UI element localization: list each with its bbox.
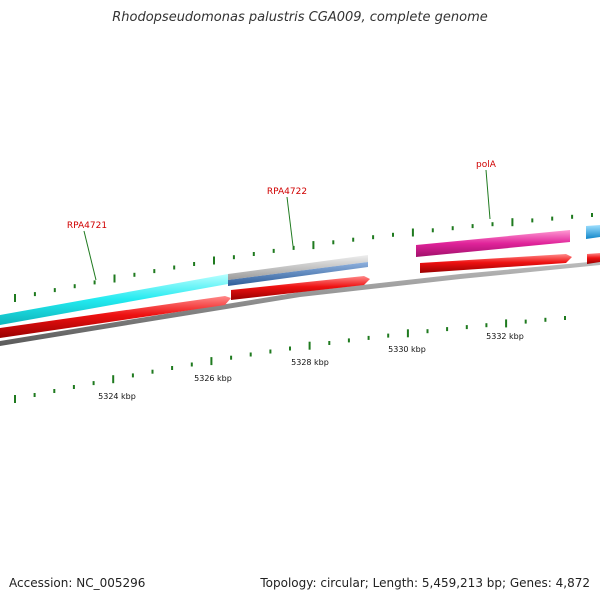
magenta-feature <box>416 230 570 257</box>
accession-label: Accession: NC_005296 <box>9 576 146 590</box>
inner-tick-17 <box>347 338 350 343</box>
outer-tick-24 <box>491 222 494 227</box>
outer-tick-10 <box>213 256 215 265</box>
outer-tick-22 <box>451 226 454 231</box>
inner-tick-row <box>14 316 566 403</box>
label-line-rpa4721 <box>83 230 97 281</box>
inner-tick-27 <box>544 317 547 322</box>
inner-tick-25 <box>505 319 508 328</box>
inner-tick-8 <box>171 366 174 370</box>
outer-tick-1 <box>33 292 36 297</box>
inner-tick-6 <box>131 373 134 378</box>
outer-tick-6 <box>133 272 136 277</box>
outer-tick-5 <box>113 274 116 283</box>
outer-tick-21 <box>431 228 434 233</box>
inner-tick-11 <box>230 355 233 360</box>
inner-tick-22 <box>446 327 449 332</box>
outer-tick-14 <box>292 245 295 250</box>
outer-tick-12 <box>252 252 255 256</box>
red-cds-feature-2 <box>231 276 370 300</box>
red-cds-feature-4 <box>587 253 600 264</box>
outer-tick-2 <box>53 288 56 293</box>
inner-tick-16 <box>328 341 331 345</box>
inner-tick-28 <box>564 316 566 320</box>
red-cds-feature-3 <box>420 254 572 273</box>
outer-tick-16 <box>332 240 335 245</box>
gene-label-rpa4722: RPA4722 <box>267 187 307 197</box>
outer-tick-19 <box>392 232 394 237</box>
inner-tick-5 <box>112 375 115 384</box>
inner-tick-23 <box>465 325 468 330</box>
grey-feature <box>228 255 368 280</box>
inner-tick-21 <box>426 329 429 334</box>
outer-tick-3 <box>73 284 76 289</box>
inner-tick-14 <box>289 346 291 351</box>
outer-tick-20 <box>411 228 414 237</box>
label-line-rpa4722 <box>286 196 294 247</box>
outer-tick-0 <box>14 294 16 302</box>
inner-tick-9 <box>190 362 193 367</box>
genome-info-label: Topology: circular; Length: 5,459,213 bp… <box>260 576 590 590</box>
outer-tick-29 <box>591 213 593 217</box>
cyan-feature <box>0 274 228 325</box>
inner-tick-4 <box>92 381 95 386</box>
inner-tick-12 <box>249 352 252 357</box>
outer-tick-9 <box>193 262 196 266</box>
tick-label-5324: 5324 kbp <box>98 392 136 401</box>
inner-tick-7 <box>151 369 154 374</box>
outer-tick-7 <box>153 269 156 274</box>
inner-tick-1 <box>33 393 36 397</box>
tick-label-5328: 5328 kbp <box>291 358 329 367</box>
outer-tick-27 <box>551 216 554 221</box>
red-cds-feature-1 <box>0 296 231 338</box>
inner-tick-0 <box>14 395 16 403</box>
inner-tick-15 <box>308 341 311 350</box>
inner-tick-2 <box>53 389 56 393</box>
inner-tick-3 <box>72 385 75 389</box>
outer-tick-13 <box>272 248 275 253</box>
outer-tick-28 <box>571 214 574 219</box>
gene-label-rpa4721: RPA4721 <box>67 221 107 231</box>
outer-tick-17 <box>352 237 355 242</box>
inner-tick-10 <box>210 357 213 366</box>
blue-feature <box>228 262 368 286</box>
map-title: Rhodopseudomonas palustris CGA009, compl… <box>112 10 488 25</box>
tick-label-5326: 5326 kbp <box>194 374 232 383</box>
tick-label-5332: 5332 kbp <box>486 332 524 341</box>
outer-tick-23 <box>471 224 474 229</box>
outer-tick-26 <box>531 218 534 223</box>
tick-label-5330: 5330 kbp <box>388 345 426 354</box>
label-line-pola <box>485 169 491 220</box>
outer-tick-4 <box>93 280 96 285</box>
genome-backbone <box>0 261 600 346</box>
inner-tick-13 <box>269 349 272 354</box>
outer-tick-row <box>14 213 593 302</box>
outer-tick-25 <box>511 218 514 227</box>
inner-tick-20 <box>406 329 409 338</box>
inner-tick-18 <box>367 335 370 340</box>
light-blue-feature <box>586 225 600 239</box>
outer-tick-8 <box>173 265 176 270</box>
gene-label-pola: polA <box>476 160 497 170</box>
outer-tick-15 <box>312 241 315 250</box>
inner-tick-24 <box>485 323 488 328</box>
inner-tick-19 <box>387 333 390 338</box>
outer-tick-18 <box>372 235 375 240</box>
outer-tick-11 <box>232 255 235 260</box>
inner-tick-26 <box>524 319 527 324</box>
